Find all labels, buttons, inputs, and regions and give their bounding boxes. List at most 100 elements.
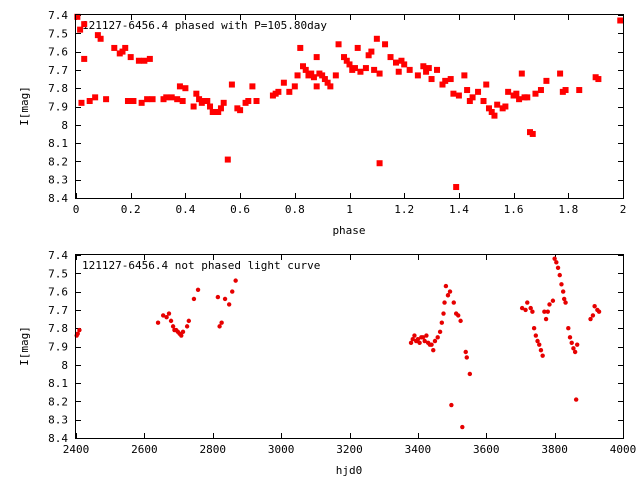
phased-plot-data-point bbox=[176, 83, 183, 90]
unphased-plot-data-point bbox=[186, 318, 192, 324]
unphased-plot-data-point bbox=[537, 342, 542, 347]
phased-plot-data-point bbox=[341, 54, 348, 61]
unphased-plot-data-point bbox=[222, 296, 228, 302]
phased-plot-data-point bbox=[220, 99, 227, 106]
unphased-plot-data-point bbox=[226, 302, 232, 307]
phased-plot-data-point bbox=[453, 184, 460, 191]
unphased-plot-data-point bbox=[557, 272, 562, 278]
unphased-plot-data-point bbox=[572, 349, 578, 355]
unphased-plot-data-point bbox=[215, 294, 221, 300]
unphased-plot-data-point bbox=[191, 296, 197, 302]
unphased-plot-data-point bbox=[464, 355, 469, 360]
unphased-plot-data-point bbox=[77, 327, 82, 333]
phased-plot-data-point bbox=[174, 96, 181, 103]
unphased-plot-data-point bbox=[545, 309, 550, 314]
phased-plot-data-point bbox=[280, 79, 287, 86]
phased-plot-ticks: 0 0.2 0.4 0.6 0.8 1 1.2 1.4 1.6 1.8 2 7.4 7.5 7.6 7.7 7… bbox=[48, 9, 626, 216]
phased-plot-data-point bbox=[294, 72, 301, 79]
phased-plot-data-point bbox=[97, 35, 104, 42]
phased-plot-data-point bbox=[253, 98, 260, 105]
phased-plot-data-point bbox=[300, 63, 307, 70]
phased-plot-data-point bbox=[502, 103, 509, 110]
unphased-plot-data-point bbox=[543, 316, 549, 322]
phased-plot-data-point bbox=[447, 76, 454, 83]
unphased-plot-ylabel: I[mag] bbox=[18, 326, 31, 366]
unphased-plot-data-point bbox=[535, 338, 540, 344]
phased-plot-data-point bbox=[483, 81, 490, 88]
phased-plot-xtick-label: 1.2 bbox=[394, 203, 414, 216]
phased-plot-data-point bbox=[617, 17, 624, 24]
unphased-plot-data-point bbox=[429, 342, 434, 347]
phased-plot-ytick-label: 8.1 bbox=[48, 137, 68, 150]
phased-plot-xtick-label: 1.8 bbox=[558, 203, 578, 216]
unphased-plot-ytick-label: 7.9 bbox=[48, 341, 68, 354]
phased-plot-data-point bbox=[480, 98, 487, 105]
unphased-plot-xtick-label: 3800 bbox=[541, 443, 568, 456]
unphased-plot-ytick-label: 7.8 bbox=[48, 322, 68, 335]
unphased-plot-data-point bbox=[567, 335, 573, 340]
phased-plot-data-point bbox=[524, 94, 531, 101]
phased-plot-data-point bbox=[469, 94, 476, 101]
unphased-plot-xtick-label: 3400 bbox=[405, 443, 432, 456]
phased-plot-data-point bbox=[373, 35, 380, 42]
phased-plot-data-point bbox=[368, 48, 375, 55]
phased-plot-data-point bbox=[237, 107, 244, 114]
phased-plot-data-point bbox=[86, 98, 93, 105]
phased-plot-xtick-label: 0.4 bbox=[175, 203, 195, 216]
unphased-plot-data-point bbox=[460, 424, 465, 430]
phased-plot-data-point bbox=[382, 41, 389, 48]
phased-plot: 121127-6456.4 phased with P=105.80day ph… bbox=[18, 9, 626, 237]
unphased-plot-data-point bbox=[420, 335, 426, 340]
unphased-plot-xtick-label: 2400 bbox=[63, 443, 90, 456]
unphased-plot-data-point bbox=[179, 333, 184, 338]
unphased-plot-data-point bbox=[456, 313, 461, 318]
phased-plot-data-point bbox=[217, 105, 224, 112]
unphased-plot-data-point bbox=[561, 296, 567, 302]
unphased-plot-data-point bbox=[592, 304, 597, 309]
unphased-plot-data-point bbox=[574, 342, 580, 347]
phased-plot-data-point bbox=[335, 41, 342, 48]
unphased-plot-data-point bbox=[160, 313, 166, 318]
unphased-plot-ytick-label: 8.3 bbox=[48, 414, 68, 427]
unphased-plot-data-point bbox=[588, 316, 593, 322]
phased-plot-points bbox=[74, 13, 624, 191]
unphased-plot-data-point bbox=[566, 326, 571, 331]
phased-plot-data-point bbox=[275, 88, 282, 95]
phased-plot-data-point bbox=[491, 112, 498, 119]
unphased-plot-xtick-label: 3200 bbox=[336, 443, 363, 456]
phased-plot-data-point bbox=[310, 74, 317, 81]
phased-plot-data-point bbox=[224, 156, 231, 163]
phased-plot-data-point bbox=[313, 54, 320, 61]
phased-plot-data-point bbox=[557, 70, 564, 77]
phased-plot-ytick-label: 7.7 bbox=[48, 64, 68, 77]
unphased-plot-xlabel: hjd0 bbox=[336, 464, 363, 477]
unphased-plot-ytick-label: 8.2 bbox=[48, 395, 68, 408]
phased-plot-data-point bbox=[74, 13, 81, 20]
phased-plot-data-point bbox=[327, 83, 334, 90]
unphased-plot-data-point bbox=[519, 305, 525, 311]
phased-plot-data-point bbox=[423, 68, 430, 75]
unphased-plot-data-point bbox=[552, 256, 557, 261]
phased-plot-ytick-label: 7.8 bbox=[48, 82, 68, 95]
phased-plot-data-point bbox=[537, 87, 544, 94]
phased-plot-data-point bbox=[516, 96, 523, 103]
phased-plot-xtick-label: 0.8 bbox=[285, 203, 305, 216]
phased-plot-xtick-label: 1.4 bbox=[449, 203, 469, 216]
phased-plot-xtick-label: 0 bbox=[73, 203, 80, 216]
phased-plot-ytick-label: 8.4 bbox=[48, 192, 68, 205]
unphased-plot-data-point bbox=[441, 311, 446, 316]
phased-plot-data-point bbox=[376, 70, 383, 77]
unphased-plot-data-point bbox=[170, 324, 176, 329]
phased-plot-data-point bbox=[485, 105, 492, 112]
unphased-plot-data-point bbox=[184, 324, 190, 329]
unphased-plot-data-point bbox=[467, 371, 473, 377]
phased-plot-data-point bbox=[442, 77, 449, 84]
phased-plot-data-point bbox=[595, 76, 602, 83]
phased-plot-data-point bbox=[401, 61, 408, 68]
phased-plot-data-point bbox=[245, 98, 252, 105]
unphased-plot-data-point bbox=[451, 300, 456, 305]
phased-plot-data-point bbox=[207, 103, 214, 110]
unphased-plot-data-point bbox=[554, 260, 559, 265]
phased-plot-data-point bbox=[182, 85, 189, 92]
phased-plot-data-point bbox=[127, 54, 134, 61]
